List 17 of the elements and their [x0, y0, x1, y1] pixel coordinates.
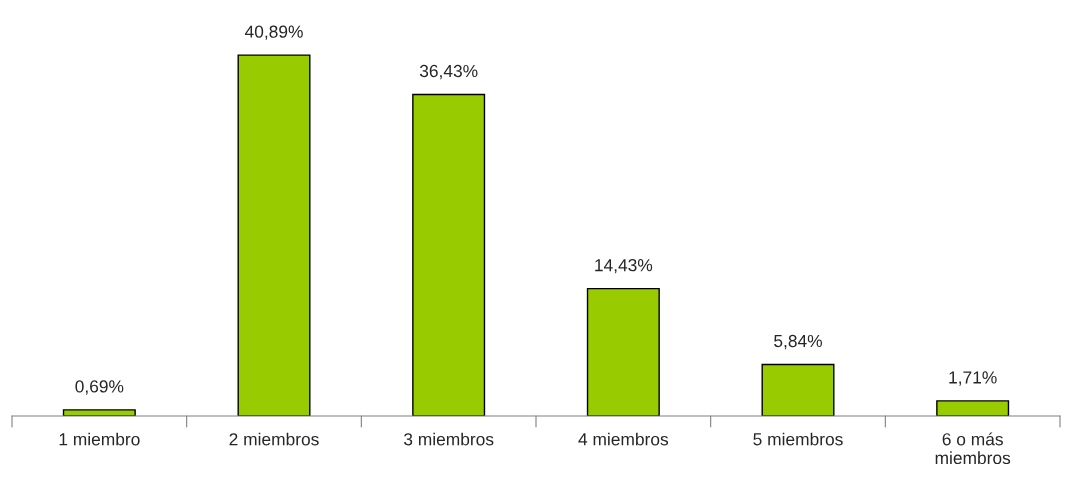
x-tick-label: 5 miembros	[753, 432, 843, 446]
x-tick-label: 2 miembros	[229, 432, 319, 446]
x-tick-label: 6 o más miembros	[935, 432, 1011, 465]
x-tick-label: 3 miembros	[403, 432, 494, 446]
bar	[586, 287, 660, 416]
bar	[412, 93, 486, 416]
data-label: 36,43%	[419, 64, 478, 80]
data-label: 14,43%	[595, 259, 653, 274]
bar	[936, 400, 1010, 416]
data-label: 1,71%	[949, 371, 997, 386]
data-label: 0,69%	[75, 380, 124, 395]
x-tick-label: 4 miembros	[578, 432, 669, 446]
data-label: 5,84%	[774, 334, 822, 350]
bar	[237, 54, 311, 416]
x-tick-label: 1 miembro	[59, 432, 140, 446]
data-label: 40,89%	[244, 25, 303, 40]
bar	[761, 363, 835, 416]
